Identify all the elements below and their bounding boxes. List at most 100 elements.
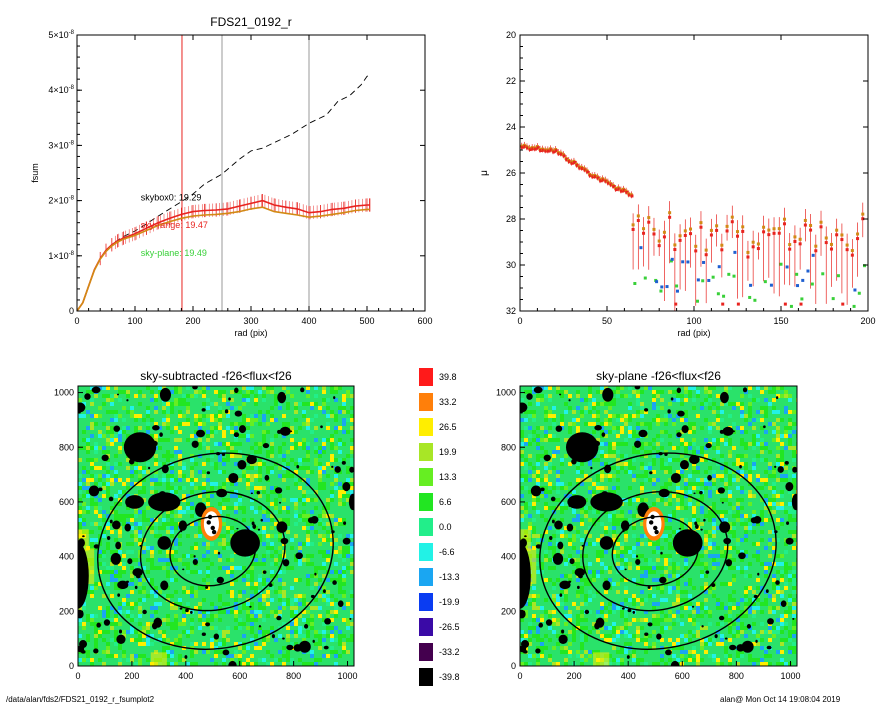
pixel bbox=[306, 390, 310, 394]
pixel bbox=[616, 462, 620, 466]
pixel bbox=[740, 486, 744, 490]
pixel bbox=[576, 426, 580, 430]
pixel bbox=[556, 470, 560, 474]
pixel bbox=[178, 398, 182, 402]
pixel bbox=[290, 602, 294, 606]
pixel bbox=[612, 526, 616, 530]
pixel bbox=[242, 634, 246, 638]
y-tick-label: 0 bbox=[69, 661, 74, 671]
pixel bbox=[138, 658, 142, 662]
pixel bbox=[600, 454, 604, 458]
pixel bbox=[126, 506, 130, 510]
pixel bbox=[716, 446, 720, 450]
pixel bbox=[764, 598, 768, 602]
pixel bbox=[760, 498, 764, 502]
pixel bbox=[780, 642, 784, 646]
pixel bbox=[576, 462, 580, 466]
pixel bbox=[242, 434, 246, 438]
pixel bbox=[524, 442, 528, 446]
pixel bbox=[202, 586, 206, 590]
pixel bbox=[784, 406, 788, 410]
pixel bbox=[596, 570, 600, 574]
pixel bbox=[676, 590, 680, 594]
pixel bbox=[644, 474, 648, 478]
pixel bbox=[326, 502, 330, 506]
pixel bbox=[166, 654, 170, 658]
pixel bbox=[788, 502, 792, 506]
pixel bbox=[552, 486, 556, 490]
pixel bbox=[154, 438, 158, 442]
x-tick-label: 100 bbox=[686, 316, 701, 326]
pixel bbox=[644, 534, 648, 538]
pixel bbox=[98, 478, 102, 482]
pixel bbox=[580, 546, 584, 550]
mu-point-red bbox=[793, 239, 797, 243]
pixel bbox=[684, 410, 688, 414]
pixel bbox=[780, 638, 784, 642]
pixel bbox=[704, 650, 708, 654]
pixel bbox=[250, 630, 254, 634]
pixel bbox=[716, 474, 720, 478]
pixel bbox=[732, 578, 736, 582]
pixel bbox=[628, 466, 632, 470]
pixel bbox=[652, 542, 656, 546]
pixel bbox=[792, 634, 796, 638]
pixel bbox=[624, 610, 628, 614]
pixel bbox=[620, 466, 624, 470]
pixel bbox=[170, 622, 174, 626]
pixel bbox=[556, 634, 560, 638]
pixel bbox=[772, 490, 776, 494]
pixel bbox=[700, 586, 704, 590]
pixel bbox=[780, 618, 784, 622]
pixel bbox=[664, 422, 668, 426]
pixel bbox=[158, 638, 162, 642]
pixel bbox=[234, 642, 238, 646]
pixel bbox=[302, 498, 306, 502]
pixel bbox=[194, 522, 198, 526]
pixel bbox=[290, 446, 294, 450]
pixel bbox=[684, 566, 688, 570]
pixel bbox=[114, 414, 118, 418]
pixel bbox=[338, 634, 342, 638]
pixel bbox=[528, 402, 532, 406]
pixel bbox=[652, 570, 656, 574]
pixel bbox=[94, 522, 98, 526]
pixel bbox=[576, 558, 580, 562]
pixel bbox=[202, 422, 206, 426]
mu-point-blue bbox=[853, 288, 857, 292]
pixel bbox=[568, 426, 572, 430]
pixel bbox=[282, 386, 286, 390]
pixel bbox=[620, 550, 624, 554]
pixel bbox=[792, 618, 796, 622]
pixel bbox=[194, 570, 198, 574]
pixel bbox=[632, 554, 636, 558]
mu-point-red bbox=[520, 145, 524, 149]
pixel bbox=[330, 386, 334, 390]
pixel bbox=[692, 618, 696, 622]
pixel bbox=[226, 558, 230, 562]
pixel bbox=[174, 566, 178, 570]
pixel bbox=[350, 534, 354, 538]
pixel bbox=[250, 518, 254, 522]
pixel bbox=[298, 658, 302, 662]
pixel bbox=[302, 638, 306, 642]
pixel bbox=[524, 486, 528, 490]
pixel bbox=[270, 570, 274, 574]
mu-point-red bbox=[627, 193, 631, 197]
pixel bbox=[788, 470, 792, 474]
pixel bbox=[90, 474, 94, 478]
pixel bbox=[98, 506, 102, 510]
pixel bbox=[728, 614, 732, 618]
pixel bbox=[206, 542, 210, 546]
pixel bbox=[262, 414, 266, 418]
pixel bbox=[114, 622, 118, 626]
pixel bbox=[222, 486, 226, 490]
pixel bbox=[130, 638, 134, 642]
mu-point-red bbox=[751, 245, 755, 249]
pixel bbox=[318, 522, 322, 526]
pixel bbox=[616, 418, 620, 422]
pixel bbox=[262, 394, 266, 398]
pixel bbox=[138, 634, 142, 638]
pixel bbox=[692, 610, 696, 614]
pixel bbox=[652, 630, 656, 634]
